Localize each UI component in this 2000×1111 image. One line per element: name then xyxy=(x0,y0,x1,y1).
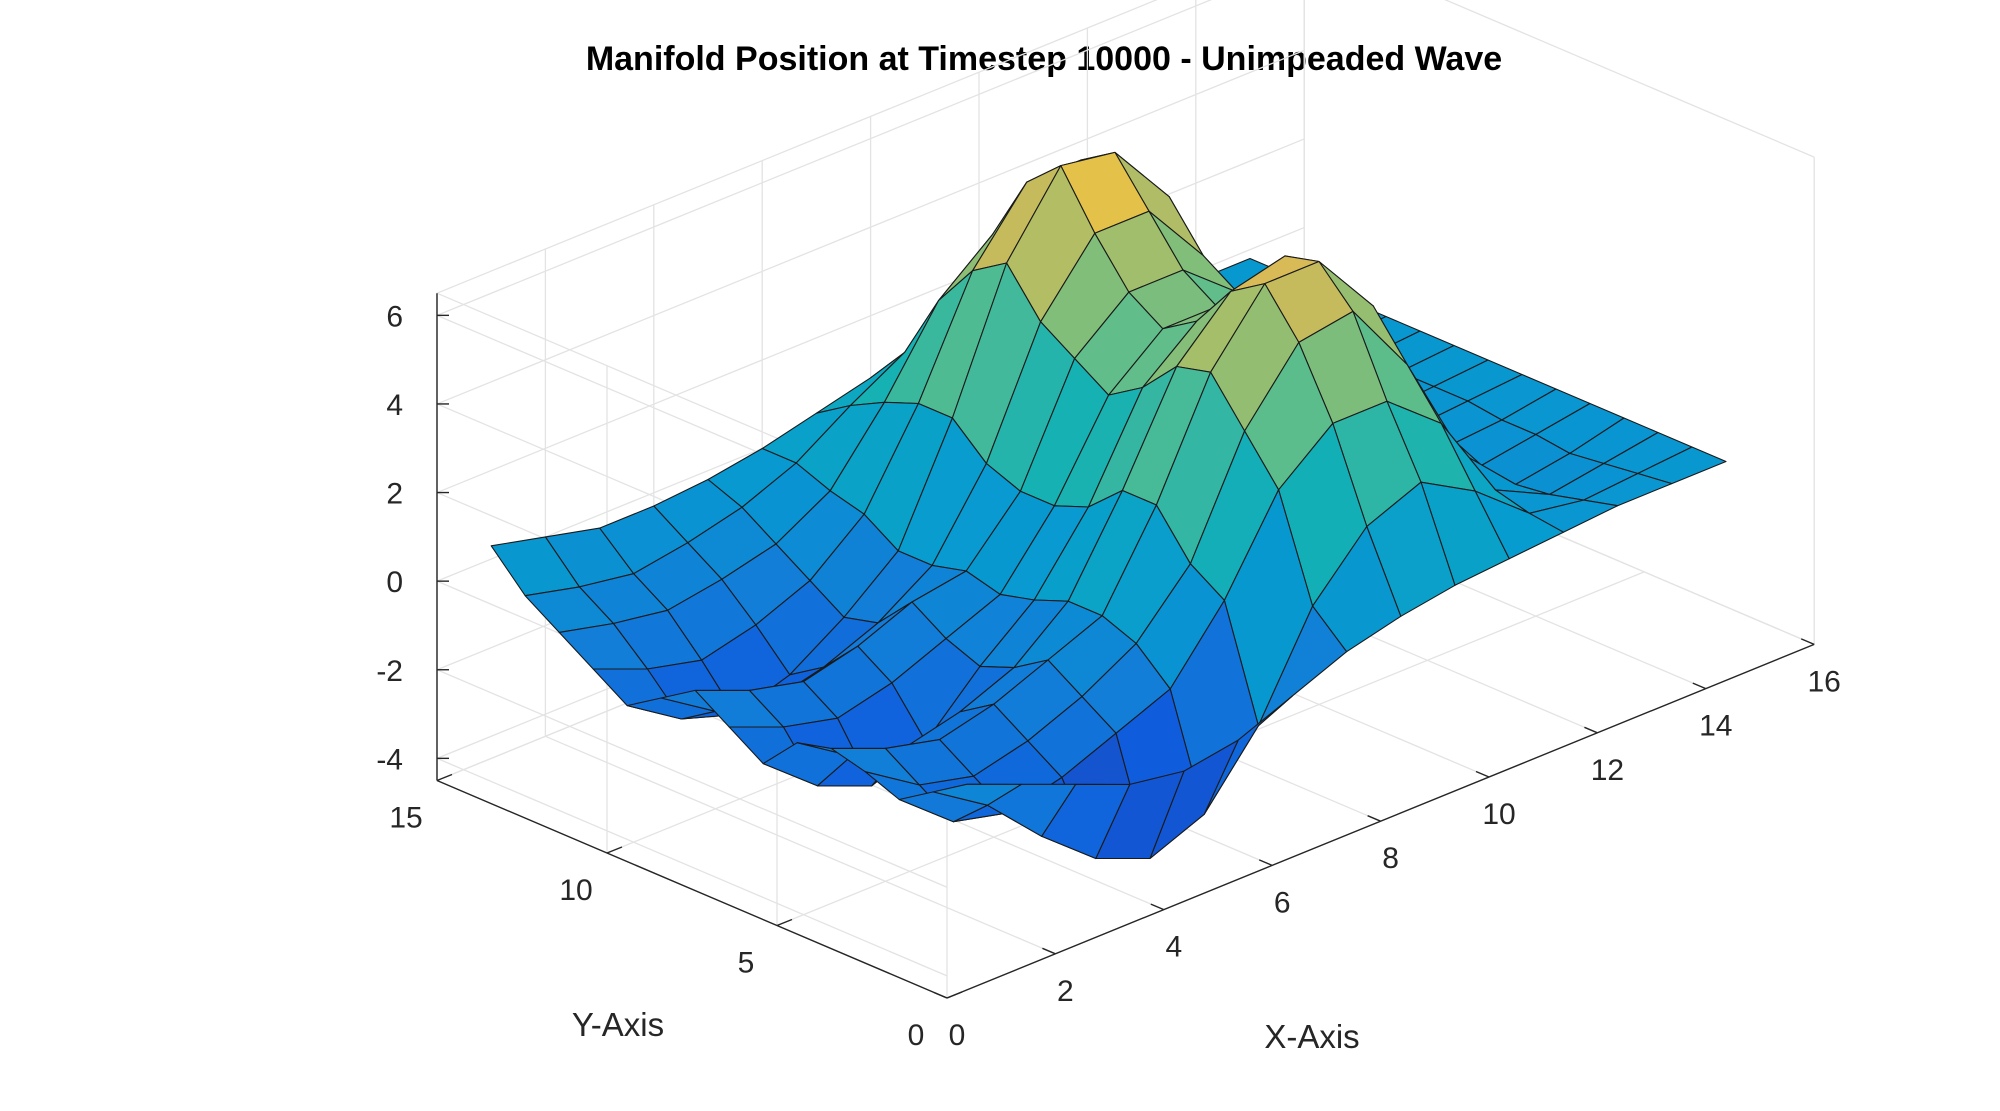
x-tick-mark xyxy=(1800,638,1815,646)
y-tick-label: 5 xyxy=(738,947,755,980)
grid-line-side-z xyxy=(436,669,948,888)
box-edge xyxy=(1444,0,1815,158)
y-tick-mark xyxy=(436,773,453,782)
x-tick-mark xyxy=(1150,903,1165,911)
box-edge xyxy=(436,0,1158,294)
x-tick-label: 12 xyxy=(1591,754,1624,787)
z-tick-label: 0 xyxy=(386,566,403,599)
surface xyxy=(490,151,1727,860)
x-tick-label: 16 xyxy=(1808,665,1841,698)
y-tick-label: 0 xyxy=(908,1019,925,1052)
x-tick-label: 4 xyxy=(1165,931,1182,964)
x-tick-label: 0 xyxy=(949,1019,966,1052)
axes-lines xyxy=(436,293,1815,999)
y-tick-mark xyxy=(606,846,623,854)
y-tick-label: 15 xyxy=(389,802,422,835)
y-axis-line xyxy=(436,779,948,999)
grid-line-back-z xyxy=(436,49,1305,405)
z-tick-label: -4 xyxy=(376,743,403,776)
grid-line-floor-x xyxy=(545,735,1056,955)
x-tick-mark xyxy=(1367,815,1381,822)
y-tick-mark xyxy=(946,991,963,999)
x-tick-mark xyxy=(933,991,948,999)
x-tick-mark xyxy=(1584,726,1598,734)
axes-labels: 0 2 4 6 8 10 12 14 16 0 5 10 15 -4 -2 0 2 4 6 xyxy=(376,300,1841,1052)
surface-face xyxy=(932,783,1022,806)
x-tick-label: 2 xyxy=(1057,975,1074,1008)
y-tick-mark xyxy=(776,918,793,927)
x-tick-label: 10 xyxy=(1482,798,1515,831)
z-tick-label: -2 xyxy=(376,655,403,688)
x-tick-label: 8 xyxy=(1382,842,1399,875)
x-tick-label: 6 xyxy=(1274,886,1291,919)
x-tick-mark xyxy=(1042,947,1056,955)
y-tick-label: 10 xyxy=(559,874,592,907)
y-axis-label: Y-Axis xyxy=(572,1006,664,1043)
grid-line-side-z xyxy=(436,757,948,977)
x-tick-mark xyxy=(1258,859,1273,867)
x-tick-mark xyxy=(1692,682,1707,690)
x-axis-label: X-Axis xyxy=(1264,1018,1359,1055)
x-tick-label: 14 xyxy=(1699,710,1732,743)
grid-line-back-z xyxy=(436,0,1213,316)
z-tick-label: 2 xyxy=(386,478,403,511)
x-tick-mark xyxy=(1475,770,1490,778)
z-tick-label: 4 xyxy=(386,389,403,422)
z-tick-label: 6 xyxy=(386,300,403,333)
